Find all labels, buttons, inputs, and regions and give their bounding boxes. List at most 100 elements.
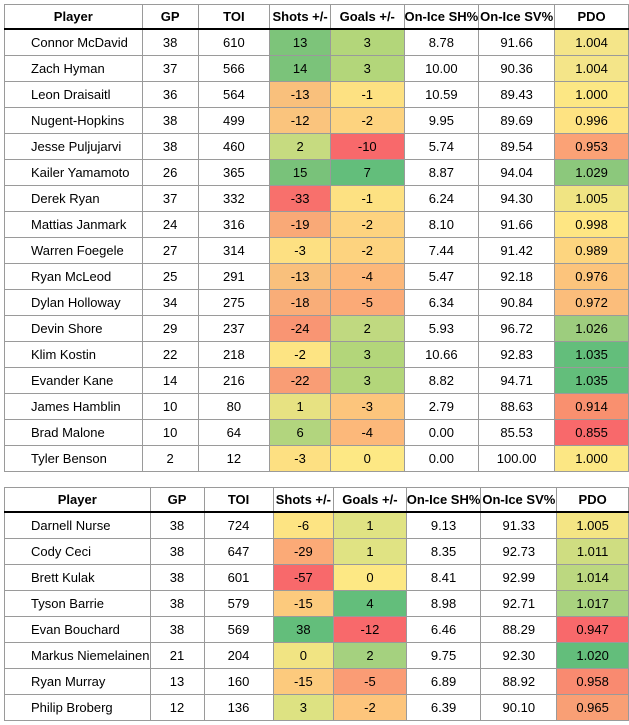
gp-cell: 10 (141, 419, 199, 446)
goals-cell: -5 (333, 668, 407, 695)
table-row: Zach Hyman 37 566 14 3 10.00 90.36 1.004 (4, 55, 629, 82)
goals-cell: 0 (330, 445, 405, 472)
header-sv: On-Ice SV% (478, 4, 556, 30)
player-cell: Brad Malone (4, 419, 143, 446)
table-row: Darnell Nurse 38 724 -6 1 9.13 91.33 1.005 (4, 511, 629, 539)
player-cell: Dylan Holloway (4, 289, 143, 316)
toi-cell: 316 (197, 211, 271, 238)
forwards-body: Connor McDavid 38 610 13 3 8.78 91.66 1.004 Zach… (4, 28, 629, 472)
pdo-cell: 1.035 (554, 367, 629, 394)
table-row: Dylan Holloway 34 275 -18 -5 6.34 90.84 0.972 (4, 289, 629, 316)
gp-cell: 24 (141, 211, 199, 238)
sv-pct-cell: 90.84 (478, 289, 556, 316)
sh-pct-cell: 2.79 (403, 393, 480, 420)
pdo-cell: 1.005 (554, 185, 629, 212)
shots-cell: 15 (269, 159, 332, 186)
player-cell: Tyler Benson (4, 445, 143, 472)
shots-cell: -19 (269, 211, 332, 238)
toi-cell: 724 (203, 511, 274, 539)
player-cell: Kailer Yamamoto (4, 159, 143, 186)
pdo-cell: 1.014 (556, 564, 629, 591)
sh-pct-cell: 5.93 (403, 315, 480, 342)
header-goals: Goals +/- (333, 487, 407, 513)
sv-pct-cell: 91.42 (478, 237, 556, 264)
pdo-cell: 1.026 (554, 315, 629, 342)
sv-pct-cell: 94.71 (478, 367, 556, 394)
shots-cell: -29 (272, 538, 335, 565)
shots-cell: 38 (272, 616, 335, 643)
sv-pct-cell: 88.29 (480, 616, 558, 643)
goals-cell: -2 (333, 694, 407, 721)
goals-cell: 3 (330, 341, 405, 368)
goals-cell: 1 (333, 538, 407, 565)
shots-cell: -57 (272, 564, 335, 591)
shots-cell: 13 (269, 28, 332, 56)
sh-pct-cell: 6.39 (405, 694, 482, 721)
toi-cell: 460 (197, 133, 271, 160)
pdo-cell: 1.000 (554, 445, 629, 472)
sv-pct-cell: 91.33 (480, 511, 558, 539)
header-gp: GP (149, 487, 205, 513)
goals-cell: 7 (330, 159, 405, 186)
shots-cell: -15 (272, 590, 335, 617)
shots-cell: -6 (272, 511, 335, 539)
table-row: Tyson Barrie 38 579 -15 4 8.98 92.71 1.017 (4, 590, 629, 617)
goals-cell: 1 (333, 511, 407, 539)
goals-cell: 3 (330, 28, 405, 56)
header-goals: Goals +/- (330, 4, 405, 30)
toi-cell: 314 (197, 237, 271, 264)
gp-cell: 27 (141, 237, 199, 264)
sh-pct-cell: 8.10 (403, 211, 480, 238)
player-cell: Jesse Puljujarvi (4, 133, 143, 160)
sh-pct-cell: 9.13 (405, 511, 482, 539)
sh-pct-cell: 6.89 (405, 668, 482, 695)
toi-cell: 218 (197, 341, 271, 368)
header-player: Player (4, 4, 143, 30)
gp-cell: 12 (149, 694, 205, 721)
player-cell: Mattias Janmark (4, 211, 143, 238)
player-cell: Evander Kane (4, 367, 143, 394)
pdo-cell: 0.996 (554, 107, 629, 134)
player-cell: Evan Bouchard (4, 616, 151, 643)
table-row: Connor McDavid 38 610 13 3 8.78 91.66 1.004 (4, 28, 629, 56)
sh-pct-cell: 8.35 (405, 538, 482, 565)
gp-cell: 38 (149, 538, 205, 565)
toi-cell: 204 (203, 642, 274, 669)
toi-cell: 275 (197, 289, 271, 316)
sv-pct-cell: 85.53 (478, 419, 556, 446)
shots-cell: 0 (272, 642, 335, 669)
sv-pct-cell: 92.73 (480, 538, 558, 565)
header-sh: On-Ice SH% (403, 4, 480, 30)
table-row: Nugent-Hopkins 38 499 -12 -2 9.95 89.69 0.996 (4, 107, 629, 134)
sv-pct-cell: 89.69 (478, 107, 556, 134)
gp-cell: 37 (141, 55, 199, 82)
gp-cell: 34 (141, 289, 199, 316)
pdo-cell: 0.965 (556, 694, 629, 721)
sh-pct-cell: 7.44 (403, 237, 480, 264)
gp-cell: 14 (141, 367, 199, 394)
goals-cell: 3 (330, 55, 405, 82)
pdo-cell: 0.972 (554, 289, 629, 316)
toi-cell: 569 (203, 616, 274, 643)
pdo-cell: 0.914 (554, 393, 629, 420)
sh-pct-cell: 10.66 (403, 341, 480, 368)
sv-pct-cell: 96.72 (478, 315, 556, 342)
shots-cell: 1 (269, 393, 332, 420)
goals-cell: -4 (330, 263, 405, 290)
toi-cell: 64 (197, 419, 271, 446)
table-row: Ryan Murray 13 160 -15 -5 6.89 88.92 0.958 (4, 668, 629, 695)
player-cell: Philip Broberg (4, 694, 151, 721)
gp-cell: 22 (141, 341, 199, 368)
header-sh: On-Ice SH% (405, 487, 482, 513)
goals-cell: 0 (333, 564, 407, 591)
player-cell: Devin Shore (4, 315, 143, 342)
pdo-cell: 0.989 (554, 237, 629, 264)
sh-pct-cell: 10.00 (403, 55, 480, 82)
shots-cell: -2 (269, 341, 332, 368)
sh-pct-cell: 6.34 (403, 289, 480, 316)
table-row: Brad Malone 10 64 6 -4 0.00 85.53 0.855 (4, 419, 629, 446)
sv-pct-cell: 92.71 (480, 590, 558, 617)
pdo-cell: 0.958 (556, 668, 629, 695)
table-row: Kailer Yamamoto 26 365 15 7 8.87 94.04 1.029 (4, 159, 629, 186)
goals-cell: -12 (333, 616, 407, 643)
